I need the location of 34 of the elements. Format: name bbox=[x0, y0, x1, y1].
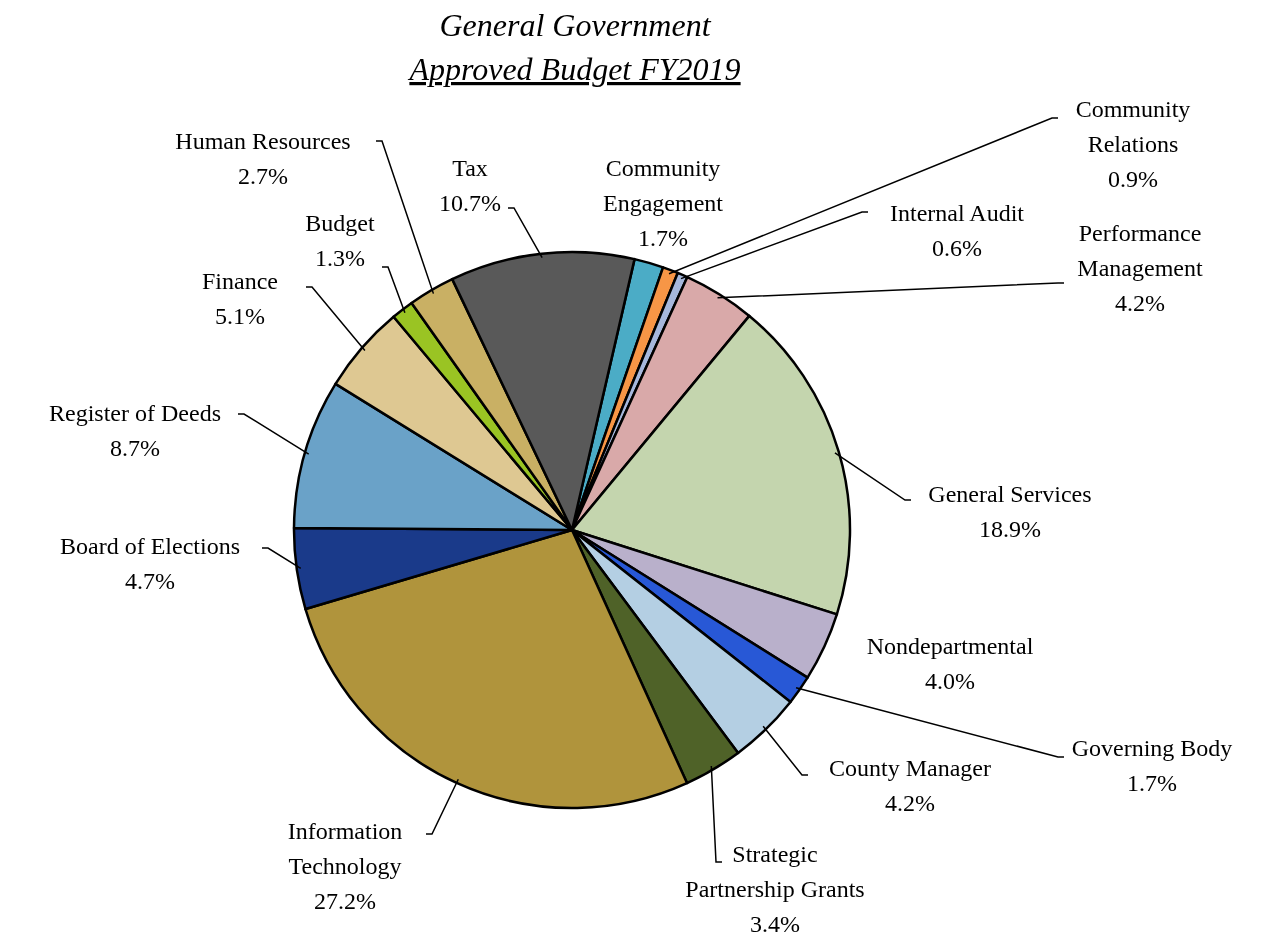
slice-label: County Manager bbox=[829, 755, 991, 781]
chart-subtitle: Approved Budget FY2019 bbox=[407, 51, 741, 87]
slice-label: Budget bbox=[305, 210, 375, 236]
data-label: 4.2% bbox=[1115, 290, 1165, 316]
data-label: 27.2% bbox=[314, 888, 376, 914]
data-label: 8.7% bbox=[110, 435, 160, 461]
slice-label: Community Engagement bbox=[603, 155, 724, 216]
slice-label: Human Resources bbox=[175, 128, 351, 154]
data-label: 5.1% bbox=[215, 303, 265, 329]
chart-title: General Government bbox=[439, 7, 712, 43]
slice-label: Nondepartmental bbox=[866, 633, 1034, 659]
slice-label: Strategic Partnership Grants bbox=[685, 841, 865, 902]
slice-label: Community Relations bbox=[1075, 96, 1191, 157]
data-label: 1.3% bbox=[315, 245, 365, 271]
data-label: 3.4% bbox=[750, 911, 800, 937]
data-label: 18.9% bbox=[979, 516, 1041, 542]
slice-label: General Services bbox=[928, 481, 1092, 507]
slice-label: Performance Management bbox=[1077, 220, 1203, 281]
slice-label: Information Technology bbox=[287, 818, 403, 879]
data-label: 1.7% bbox=[638, 225, 688, 251]
data-label: 0.6% bbox=[932, 235, 982, 261]
data-label: 0.9% bbox=[1108, 166, 1158, 192]
slice-label: Governing Body bbox=[1071, 735, 1233, 761]
data-label: 4.2% bbox=[885, 790, 935, 816]
data-label: 2.7% bbox=[238, 163, 288, 189]
data-label: 1.7% bbox=[1127, 770, 1177, 796]
slice-label: Tax bbox=[452, 155, 488, 181]
slice-label: Register of Deeds bbox=[49, 400, 221, 426]
slice-label: Internal Audit bbox=[890, 200, 1025, 226]
data-label: 4.7% bbox=[125, 568, 175, 594]
slice-label: Board of Elections bbox=[60, 533, 240, 559]
data-label: 4.0% bbox=[925, 668, 975, 694]
data-label: 10.7% bbox=[439, 190, 501, 216]
slice-label: Finance bbox=[202, 268, 278, 294]
